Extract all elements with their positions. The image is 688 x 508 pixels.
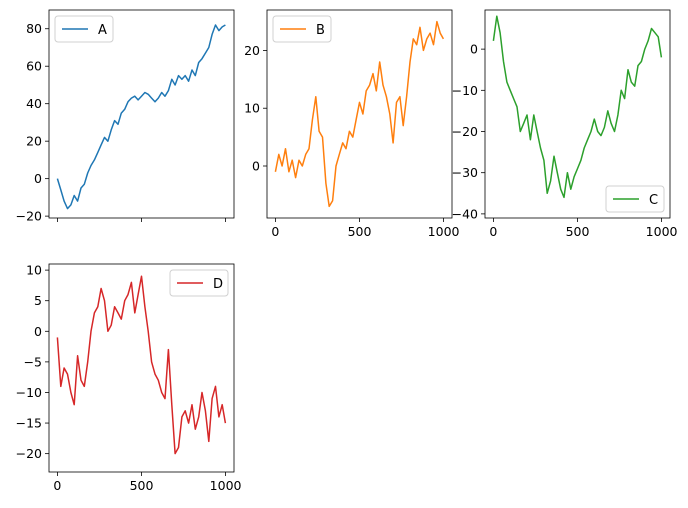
y-tick-label: 0 bbox=[34, 171, 42, 186]
y-tick-label: 20 bbox=[244, 43, 260, 58]
legend: C bbox=[605, 185, 665, 213]
x-tick-label: 1000 bbox=[428, 224, 460, 239]
x-tick-label: 1000 bbox=[210, 478, 242, 493]
y-tick-label: 0 bbox=[34, 324, 42, 339]
series-line-A bbox=[56, 24, 226, 210]
x-tick-label: 1000 bbox=[646, 224, 678, 239]
x-tick-label: 0 bbox=[53, 478, 61, 493]
legend-label-A: A bbox=[98, 23, 107, 38]
y-tick-label: −20 bbox=[16, 209, 42, 224]
y-tick-label: −20 bbox=[452, 124, 478, 139]
legend-label-B: B bbox=[316, 23, 325, 38]
y-tick-label: −30 bbox=[452, 165, 478, 180]
y-tick-label: 0 bbox=[252, 159, 260, 174]
y-tick-label: 0 bbox=[470, 42, 478, 57]
subplot-top-right: 0 500 1000 −40 −30 −20 −10 0 C bbox=[452, 9, 678, 239]
legend: A bbox=[54, 15, 114, 43]
x-tick-label: 0 bbox=[489, 224, 497, 239]
x-tick-label: 500 bbox=[130, 478, 154, 493]
y-tick-label: 60 bbox=[26, 59, 42, 74]
y-tick-label: −40 bbox=[452, 206, 478, 221]
y-tick-label: −10 bbox=[16, 385, 42, 400]
series-line-B bbox=[274, 20, 445, 208]
legend: B bbox=[272, 15, 332, 43]
x-tick-label: 0 bbox=[271, 224, 279, 239]
y-tick-label: −20 bbox=[16, 446, 42, 461]
y-tick-label: 20 bbox=[26, 134, 42, 149]
x-tick-label: 500 bbox=[566, 224, 590, 239]
y-tick-label: 80 bbox=[26, 21, 42, 36]
y-tick-label: −10 bbox=[452, 83, 478, 98]
y-tick-label: −15 bbox=[16, 416, 42, 431]
y-tick-label: 10 bbox=[26, 263, 42, 278]
subplot-bottom-left: 0 500 1000 −20 −15 −10 −5 0 5 10 D bbox=[16, 263, 242, 493]
series-line-D bbox=[56, 275, 227, 455]
x-tick-label: 500 bbox=[348, 224, 372, 239]
legend-label-C: C bbox=[649, 193, 658, 208]
legend-label-D: D bbox=[213, 277, 223, 292]
y-tick-label: −5 bbox=[24, 354, 42, 369]
y-tick-label: 10 bbox=[244, 101, 260, 116]
subplot-top-middle: 0 500 1000 0 10 20 B bbox=[244, 9, 460, 239]
series-line-C bbox=[492, 15, 663, 199]
subplot-top-left: −20 0 20 40 60 80 A bbox=[16, 9, 235, 224]
y-tick-label: 5 bbox=[34, 293, 42, 308]
y-tick-label: 40 bbox=[26, 96, 42, 111]
legend: D bbox=[169, 269, 229, 297]
